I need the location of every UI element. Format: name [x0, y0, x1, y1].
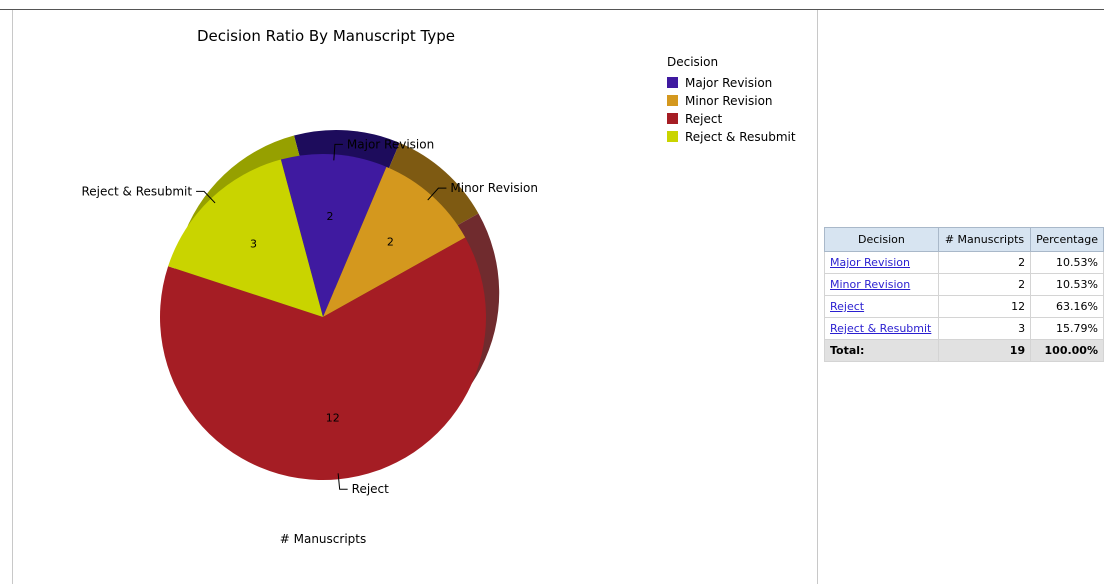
count-cell: 12 — [937, 295, 1032, 318]
legend-title: Decision — [667, 55, 718, 69]
pie-labels: 2 Major Revision 2 Minor Revision 12 Reject 3 R… — [82, 137, 538, 496]
category-label-reject-resubmit: Reject & Resubmit — [82, 184, 193, 198]
decision-table-container: Decision # Manuscripts Percentage Major … — [824, 227, 1104, 362]
header-decision: Decision — [824, 227, 939, 252]
pie-slice-major-revision[interactable] — [280, 154, 387, 317]
decision-link-major-revision[interactable]: Major Revision — [830, 256, 911, 269]
decision-link-reject[interactable]: Reject — [830, 300, 865, 313]
percentage-cell: 10.53% — [1030, 251, 1104, 274]
value-label-minor-revision: 2 — [387, 236, 394, 249]
legend-swatch-reject — [667, 113, 678, 124]
decision-table: Decision # Manuscripts Percentage Major … — [824, 227, 1104, 362]
legend-swatch-reject-resubmit — [667, 131, 678, 142]
header-percentage: Percentage — [1030, 227, 1104, 252]
category-label-major-revision: Major Revision — [347, 137, 434, 151]
x-axis-label: # Manuscripts — [280, 532, 366, 546]
pie-slice-reject-resubmit[interactable] — [168, 159, 323, 317]
table-total-row: Total: 19 100.00% — [824, 339, 1104, 362]
legend: Decision Major Revision Minor Revision Rej… — [667, 55, 796, 144]
count-cell: 3 — [937, 317, 1032, 340]
decision-link-reject-resubmit[interactable]: Reject & Resubmit — [830, 322, 932, 335]
leader-line-minor-revision — [427, 187, 447, 201]
legend-label-major-revision: Major Revision — [685, 76, 772, 90]
value-label-reject-resubmit: 3 — [250, 238, 257, 251]
pie-slice-minor-revision[interactable] — [323, 166, 466, 317]
legend-label-minor-revision: Minor Revision — [685, 94, 773, 108]
leader-line-reject — [337, 473, 348, 490]
count-cell: 2 — [937, 273, 1032, 296]
chart-title: Decision Ratio By Manuscript Type — [197, 27, 455, 45]
legend-swatch-minor-revision — [667, 95, 678, 106]
decision-link-minor-revision[interactable]: Minor Revision — [830, 278, 911, 291]
leader-line-reject-resubmit — [196, 190, 216, 204]
leader-line-major-revision — [333, 143, 343, 161]
value-label-major-revision: 2 — [326, 210, 333, 223]
top-divider — [0, 9, 1104, 10]
count-cell: 2 — [937, 251, 1032, 274]
total-count: 19 — [937, 339, 1032, 362]
legend-swatch-major-revision — [667, 77, 678, 88]
pie-slices — [159, 154, 487, 480]
category-label-reject: Reject — [352, 482, 389, 496]
value-label-reject: 12 — [326, 412, 340, 425]
legend-label-reject: Reject — [685, 112, 722, 126]
table-header-row: Decision # Manuscripts Percentage — [824, 227, 1104, 252]
total-label: Total: — [824, 339, 939, 362]
table-row: Major Revision 2 10.53% — [824, 251, 1104, 274]
pie-slice-reject[interactable] — [159, 237, 487, 480]
legend-label-reject-resubmit: Reject & Resubmit — [685, 130, 796, 144]
percentage-cell: 10.53% — [1030, 273, 1104, 296]
percentage-cell: 63.16% — [1030, 295, 1104, 318]
category-label-minor-revision: Minor Revision — [450, 181, 538, 195]
header-manuscripts: # Manuscripts — [937, 227, 1032, 252]
pie-chart-panel: 2 Major Revision 2 Minor Revision 12 Reject 3 R… — [12, 10, 818, 584]
table-row: Minor Revision 2 10.53% — [824, 273, 1104, 296]
table-row: Reject & Resubmit 3 15.79% — [824, 317, 1104, 340]
total-percentage: 100.00% — [1030, 339, 1104, 362]
table-row: Reject 12 63.16% — [824, 295, 1104, 318]
percentage-cell: 15.79% — [1030, 317, 1104, 340]
pie-chart: 2 Major Revision 2 Minor Revision 12 Reject 3 R… — [82, 27, 796, 546]
